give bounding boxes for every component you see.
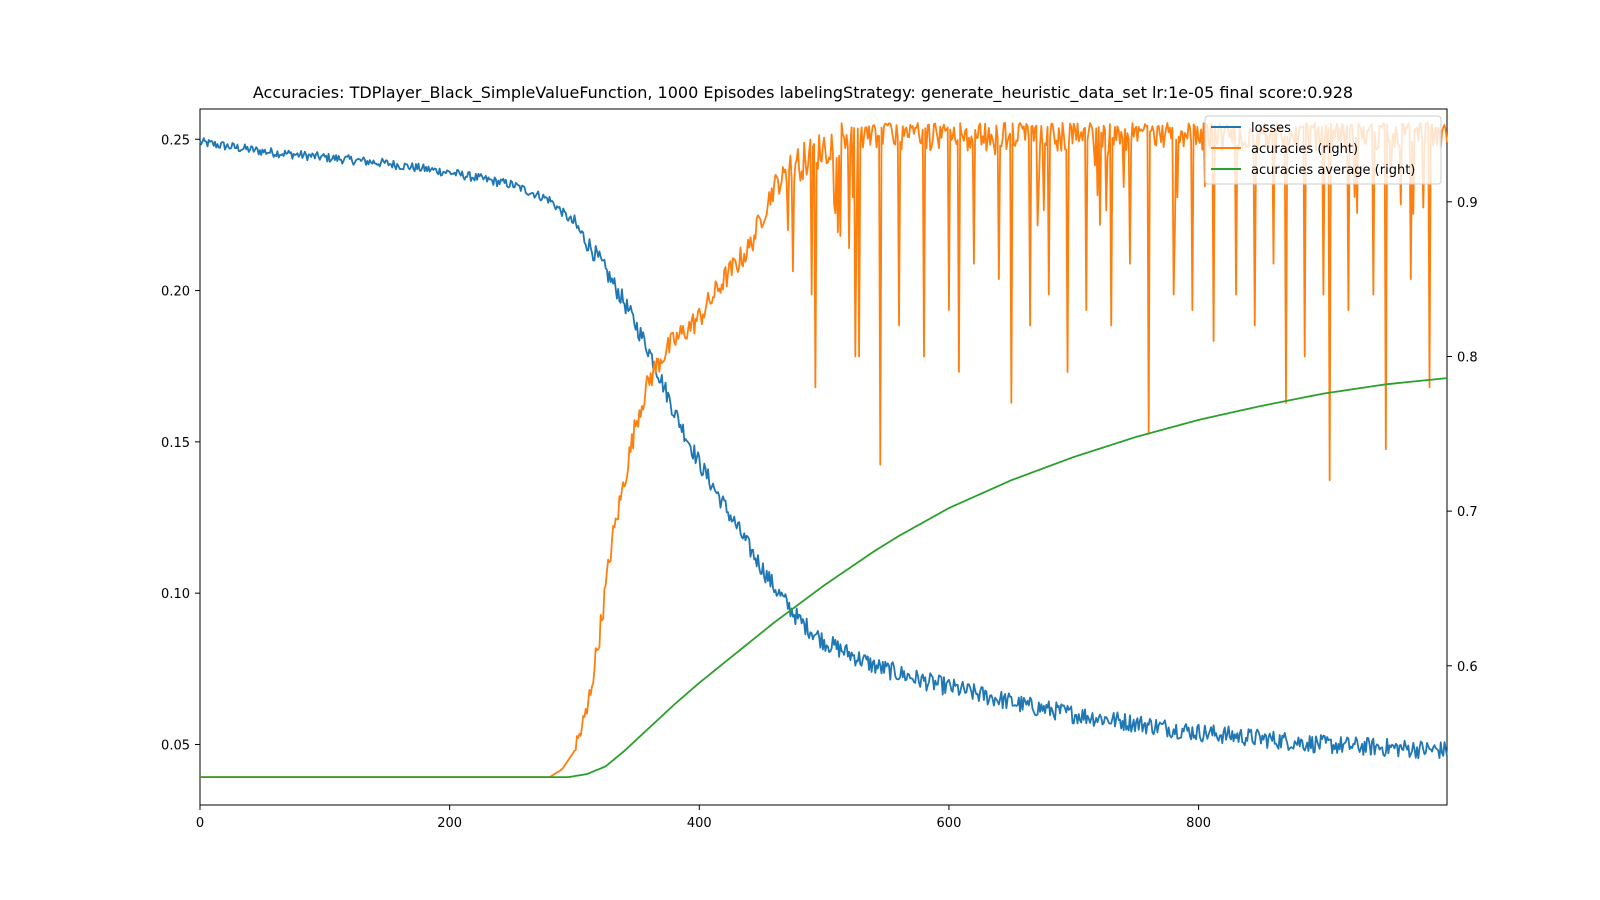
y-left-tick-label-1: 0.10 — [161, 587, 190, 602]
legend-box — [1204, 115, 1442, 185]
legend: losses acuracies (right) acuracies avera… — [1204, 115, 1442, 185]
x-tick-label-4: 800 — [1186, 816, 1211, 831]
legend-label-acuracies: acuracies (right) — [1251, 142, 1358, 157]
y-right-tick-label-0: 0.6 — [1457, 660, 1478, 675]
y-axis-right: 0.6 0.7 0.8 0.9 — [1447, 196, 1478, 675]
series-line-acuracies-average-right — [200, 377, 1448, 779]
x-tick-label-0: 0 — [196, 816, 204, 831]
x-tick-label-2: 400 — [687, 816, 712, 831]
legend-label-acuracies-average: acuracies average (right) — [1251, 163, 1415, 178]
chart-title: Accuracies: TDPlayer_Black_SimpleValueFu… — [253, 83, 1353, 103]
x-axis: 0 200 400 600 800 — [196, 805, 1211, 831]
y-left-tick-label-2: 0.15 — [161, 436, 190, 451]
y-right-tick-label-3: 0.9 — [1457, 196, 1478, 211]
series-line-losses — [199, 137, 1448, 760]
y-axis-left: 0.05 0.10 0.15 0.20 0.25 — [161, 133, 200, 753]
legend-label-losses: losses — [1251, 121, 1291, 136]
plot-frame — [199, 108, 1448, 806]
x-tick-label-1: 200 — [437, 816, 462, 831]
y-left-tick-label-3: 0.20 — [161, 285, 190, 300]
plot-area — [199, 108, 1448, 806]
y-right-tick-label-2: 0.8 — [1457, 350, 1478, 365]
y-left-tick-label-4: 0.25 — [161, 133, 190, 148]
y-right-tick-label-1: 0.7 — [1457, 505, 1478, 520]
y-left-tick-label-0: 0.05 — [161, 738, 190, 753]
x-tick-label-3: 600 — [937, 816, 962, 831]
